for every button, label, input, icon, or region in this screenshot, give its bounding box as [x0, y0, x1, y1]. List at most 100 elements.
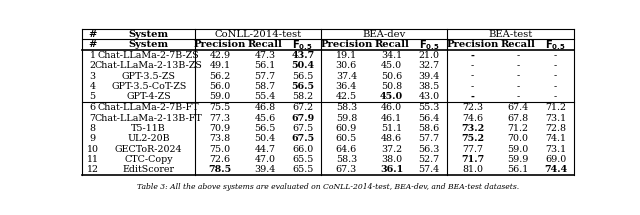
- Text: 59.0: 59.0: [209, 92, 230, 101]
- Text: GPT-3.5-ZS: GPT-3.5-ZS: [122, 72, 176, 81]
- Text: Chat-LLaMa-2-13B-ZS: Chat-LLaMa-2-13B-ZS: [95, 61, 203, 70]
- Text: 73.8: 73.8: [209, 134, 230, 143]
- Text: 56.2: 56.2: [209, 72, 230, 81]
- Text: -: -: [554, 92, 557, 101]
- Text: 5: 5: [90, 92, 96, 101]
- Text: 72.6: 72.6: [209, 155, 230, 164]
- Text: 48.6: 48.6: [381, 134, 402, 143]
- Text: 30.6: 30.6: [336, 61, 357, 70]
- Text: 65.5: 65.5: [292, 155, 314, 164]
- Text: 58.3: 58.3: [336, 155, 357, 164]
- Text: 67.3: 67.3: [336, 165, 357, 174]
- Text: Recall: Recall: [374, 40, 409, 49]
- Text: 56.0: 56.0: [209, 82, 230, 91]
- Text: 39.4: 39.4: [255, 165, 276, 174]
- Text: 38.0: 38.0: [381, 155, 402, 164]
- Text: 66.0: 66.0: [292, 144, 314, 154]
- Text: T5-11B: T5-11B: [131, 124, 166, 133]
- Text: Chat-LLaMa-2-13B-FT: Chat-LLaMa-2-13B-FT: [95, 114, 203, 123]
- Text: 3: 3: [90, 72, 96, 81]
- Text: GPT-4-ZS: GPT-4-ZS: [126, 92, 171, 101]
- Text: 73.1: 73.1: [545, 114, 566, 123]
- Text: -: -: [516, 72, 520, 81]
- Text: 56.1: 56.1: [255, 61, 276, 70]
- Text: 21.0: 21.0: [419, 51, 440, 60]
- Text: 73.1: 73.1: [545, 144, 566, 154]
- Text: 34.1: 34.1: [381, 51, 402, 60]
- Text: 75.2: 75.2: [461, 134, 484, 143]
- Text: -: -: [471, 51, 475, 60]
- Text: 50.6: 50.6: [381, 72, 402, 81]
- Text: System: System: [129, 40, 169, 49]
- Text: 65.5: 65.5: [292, 165, 314, 174]
- Text: 46.1: 46.1: [381, 114, 402, 123]
- Text: 59.0: 59.0: [508, 144, 529, 154]
- Text: 45.0: 45.0: [380, 92, 403, 101]
- Text: 60.9: 60.9: [336, 124, 357, 133]
- Text: 47.3: 47.3: [255, 51, 276, 60]
- Text: 56.5: 56.5: [292, 72, 314, 81]
- Text: 72.8: 72.8: [545, 124, 566, 133]
- Text: Table 3: All the above systems are evaluated on CoNLL-2014-test, BEA-dev, and BE: Table 3: All the above systems are evalu…: [137, 183, 519, 191]
- Text: 67.4: 67.4: [508, 103, 529, 112]
- Text: 70.0: 70.0: [508, 134, 529, 143]
- Text: -: -: [554, 82, 557, 91]
- Text: 74.1: 74.1: [545, 134, 566, 143]
- Text: 11: 11: [86, 155, 99, 164]
- Text: 67.9: 67.9: [291, 114, 314, 123]
- Text: 52.7: 52.7: [419, 155, 440, 164]
- Text: 73.2: 73.2: [461, 124, 484, 133]
- Text: GPT-3.5-CoT-ZS: GPT-3.5-CoT-ZS: [111, 82, 186, 91]
- Text: -: -: [471, 82, 474, 91]
- Text: 74.6: 74.6: [462, 114, 483, 123]
- Text: 67.8: 67.8: [508, 114, 529, 123]
- Text: 57.7: 57.7: [255, 72, 276, 81]
- Text: CTC-Copy: CTC-Copy: [124, 155, 173, 164]
- Text: 50.4: 50.4: [291, 61, 314, 70]
- Text: -: -: [554, 72, 557, 81]
- Text: -: -: [554, 51, 557, 60]
- Text: 46.0: 46.0: [381, 103, 402, 112]
- Text: 72.3: 72.3: [462, 103, 483, 112]
- Text: -: -: [516, 92, 520, 101]
- Text: #: #: [88, 30, 97, 39]
- Text: 12: 12: [86, 165, 99, 174]
- Text: 43.7: 43.7: [291, 51, 314, 60]
- Text: EditScorer: EditScorer: [123, 165, 175, 174]
- Text: $\mathbf{F_{0.5}}$: $\mathbf{F_{0.5}}$: [545, 38, 566, 52]
- Text: 64.6: 64.6: [336, 144, 357, 154]
- Text: BEA-test: BEA-test: [488, 30, 532, 39]
- Text: -: -: [554, 61, 557, 70]
- Text: 8: 8: [90, 124, 95, 133]
- Text: 74.4: 74.4: [544, 165, 567, 174]
- Text: 38.5: 38.5: [419, 82, 440, 91]
- Text: 36.1: 36.1: [380, 165, 403, 174]
- Text: 32.7: 32.7: [419, 61, 440, 70]
- Text: 37.2: 37.2: [381, 144, 402, 154]
- Text: GECToR-2024: GECToR-2024: [115, 144, 182, 154]
- Text: 57.7: 57.7: [419, 134, 440, 143]
- Text: 78.5: 78.5: [209, 165, 232, 174]
- Text: 67.2: 67.2: [292, 103, 314, 112]
- Text: 77.7: 77.7: [462, 144, 483, 154]
- Text: 67.5: 67.5: [292, 124, 314, 133]
- Text: 19.1: 19.1: [336, 51, 357, 60]
- Text: -: -: [471, 61, 474, 70]
- Text: Recall: Recall: [248, 40, 283, 49]
- Text: 50.4: 50.4: [255, 134, 276, 143]
- Text: $\mathbf{F_{0.5}}$: $\mathbf{F_{0.5}}$: [419, 38, 440, 52]
- Text: 75.0: 75.0: [209, 144, 230, 154]
- Text: 81.0: 81.0: [462, 165, 483, 174]
- Text: 70.9: 70.9: [209, 124, 230, 133]
- Text: 59.8: 59.8: [336, 114, 357, 123]
- Text: Precision: Precision: [194, 40, 246, 49]
- Text: 50.8: 50.8: [381, 82, 402, 91]
- Text: UL2-20B: UL2-20B: [127, 134, 170, 143]
- Text: 44.7: 44.7: [255, 144, 276, 154]
- Text: Recall: Recall: [500, 40, 535, 49]
- Text: 7: 7: [90, 114, 95, 123]
- Text: -: -: [471, 72, 474, 81]
- Text: 45.6: 45.6: [255, 114, 276, 123]
- Text: 77.3: 77.3: [209, 114, 230, 123]
- Text: 46.8: 46.8: [255, 103, 276, 112]
